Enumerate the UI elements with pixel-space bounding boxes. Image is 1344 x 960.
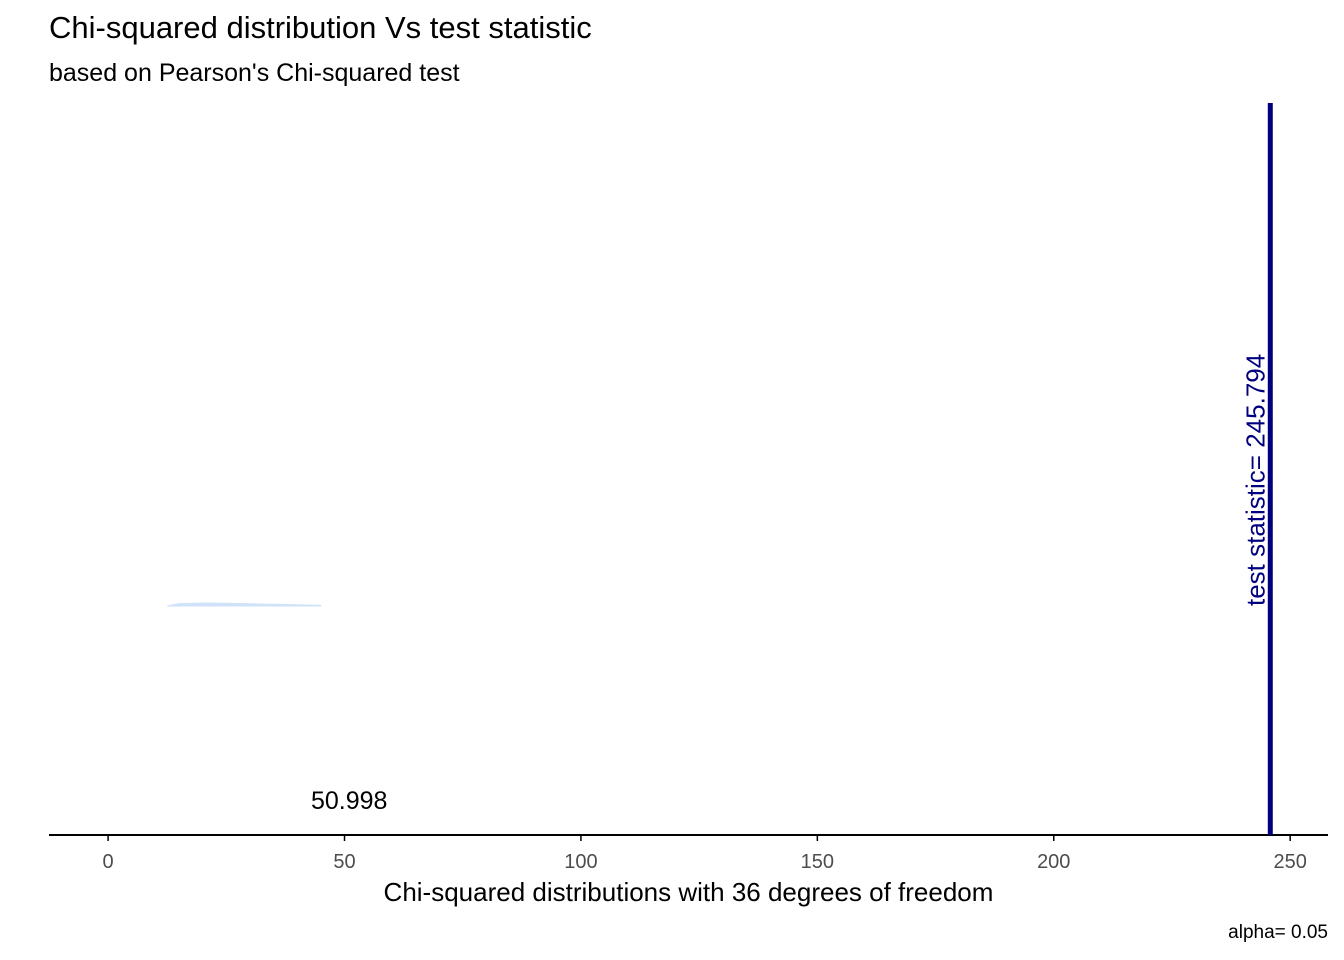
x-tick-label: 100 [564, 851, 597, 873]
x-tick-label: 0 [103, 851, 114, 873]
density-area [167, 602, 322, 607]
x-tick-label: 200 [1037, 851, 1070, 873]
x-tick-label: 250 [1273, 851, 1306, 873]
x-tick-label: 150 [801, 851, 834, 873]
x-tick-label: 50 [333, 851, 355, 873]
alpha-caption: alpha= 0.05 [1228, 922, 1328, 943]
critical-value-label: 50.998 [311, 787, 387, 815]
test-statistic-label: test statistic= 245.794 [1240, 354, 1270, 606]
chart-title: Chi-squared distribution Vs test statist… [49, 10, 592, 45]
x-axis-label: Chi-squared distributions with 36 degree… [384, 877, 994, 907]
chart-subtitle: based on Pearson's Chi-squared test [49, 59, 460, 87]
